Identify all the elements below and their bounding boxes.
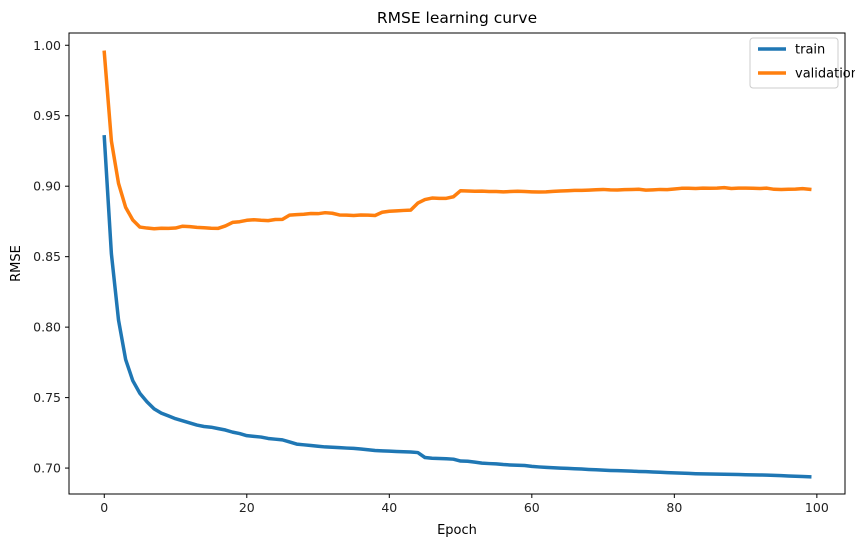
legend-label-train: train	[795, 43, 825, 58]
y-tick-label: 0.70	[33, 461, 61, 476]
series-line-validation	[102, 50, 812, 231]
x-tick-label: 40	[381, 500, 397, 515]
y-tick-label: 0.75	[33, 390, 61, 405]
y-tick-label: 1.00	[33, 38, 61, 53]
y-tick-label: 0.85	[33, 249, 61, 264]
x-tick-label: 100	[805, 500, 829, 515]
legend: train validation	[749, 37, 855, 89]
series-line-train	[102, 135, 812, 479]
x-tick-label: 60	[524, 500, 540, 515]
x-tick-label: 20	[239, 500, 255, 515]
x-axis-title: Epoch	[437, 523, 477, 538]
y-tick-label: 0.80	[33, 320, 61, 335]
axes: 0 20 40 60 80 100 0.70 0.75 0.80 0.85 0.90 0.95 1.00	[33, 32, 846, 515]
y-tick-label: 0.90	[33, 179, 61, 194]
x-tick-label: 0	[100, 500, 108, 515]
y-tick-label: 0.95	[33, 108, 61, 123]
axes-frame	[68, 32, 846, 495]
x-tick-label: 80	[666, 500, 682, 515]
y-axis-title: RMSE	[9, 245, 24, 282]
legend-label-validation: validation	[795, 67, 855, 82]
plot-area	[102, 50, 812, 479]
chart-title: RMSE learning curve	[377, 9, 537, 27]
